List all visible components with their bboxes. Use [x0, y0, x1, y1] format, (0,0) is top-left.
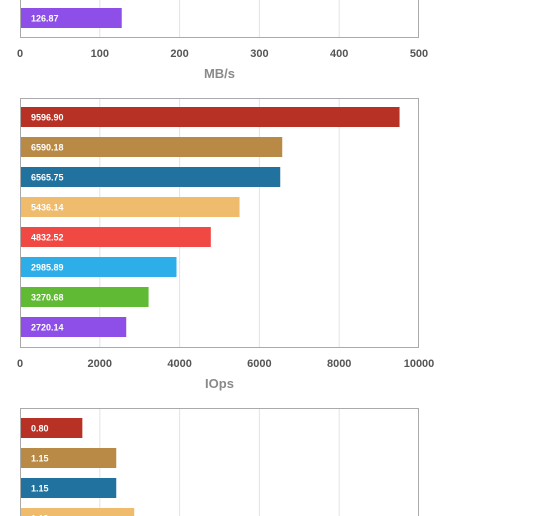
- chart-latency-bar: [20, 448, 117, 468]
- chart-latency-bar-label: 1.19: [31, 514, 49, 516]
- chart-iops-bar: [20, 287, 149, 307]
- chart-iops-tick-label: 0: [17, 358, 23, 370]
- chart-mbps-tick-label: 400: [330, 48, 348, 60]
- chart-iops-bar-label: 2985.89: [31, 263, 64, 273]
- chart-latency-bar-label: 1.15: [31, 484, 49, 494]
- chart-iops-bar: [20, 107, 400, 127]
- chart-iops-tick-label: 10000: [404, 358, 435, 370]
- chart-mbps-tick-label: 300: [250, 48, 268, 60]
- chart-iops-tick-label: 8000: [327, 358, 351, 370]
- chart-latency-bar: [20, 478, 117, 498]
- chart-iops-bar-label: 6565.75: [31, 173, 64, 183]
- chart-mbps-tick-label: 500: [410, 48, 428, 60]
- chart-iops-axis-label: IOps: [205, 376, 234, 391]
- chart-mbps-tick-label: 200: [170, 48, 188, 60]
- chart-iops-bar-label: 4832.52: [31, 233, 64, 243]
- chart-iops-bar-label: 5436.14: [31, 203, 64, 213]
- chart-mbps-tick-label: 0: [17, 48, 23, 60]
- chart-latency-bar-label: 1.15: [31, 454, 49, 464]
- chart-iops-bar: [20, 197, 240, 217]
- chart-iops-bar-label: 2720.14: [31, 323, 64, 333]
- chart-latency-bar-label: 0.80: [31, 424, 49, 434]
- chart-mbps-tick-label: 100: [91, 48, 109, 60]
- chart-iops-tick-label: 4000: [167, 358, 191, 370]
- chart-mbps-bar: [20, 8, 122, 28]
- chart-iops-tick-label: 6000: [247, 358, 271, 370]
- chart-iops-bar: [20, 227, 211, 247]
- chart-latency-frame: [20, 408, 419, 516]
- chart-mbps-bar-label: 126.87: [31, 14, 59, 24]
- chart-iops-bar-label: 9596.90: [31, 113, 64, 123]
- chart-iops-bar: [20, 167, 281, 187]
- chart-iops-bar: [20, 257, 177, 277]
- chart-iops-bar-label: 3270.68: [31, 293, 64, 303]
- chart-mbps-axis-label: MB/s: [204, 66, 235, 81]
- chart-latency-bar: [20, 508, 135, 516]
- chart-iops-tick-label: 2000: [88, 358, 112, 370]
- chart-iops-bar: [20, 317, 127, 337]
- chart-iops-bar: [20, 137, 283, 157]
- chart-iops-frame: [20, 98, 419, 348]
- chart-iops-bar-label: 6590.18: [31, 143, 64, 153]
- chart-mbps-frame: [20, 0, 419, 38]
- chart-latency-bar: [20, 418, 83, 438]
